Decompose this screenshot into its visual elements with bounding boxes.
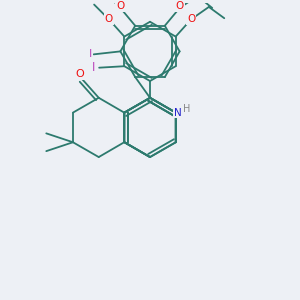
Text: O: O [116, 2, 124, 11]
Text: O: O [105, 14, 113, 24]
Text: O: O [76, 69, 84, 79]
Text: O: O [176, 2, 184, 11]
Text: I: I [88, 49, 92, 59]
Text: N: N [174, 108, 182, 118]
Text: H: H [183, 104, 191, 114]
Text: I: I [92, 61, 95, 74]
Text: O: O [187, 14, 195, 24]
